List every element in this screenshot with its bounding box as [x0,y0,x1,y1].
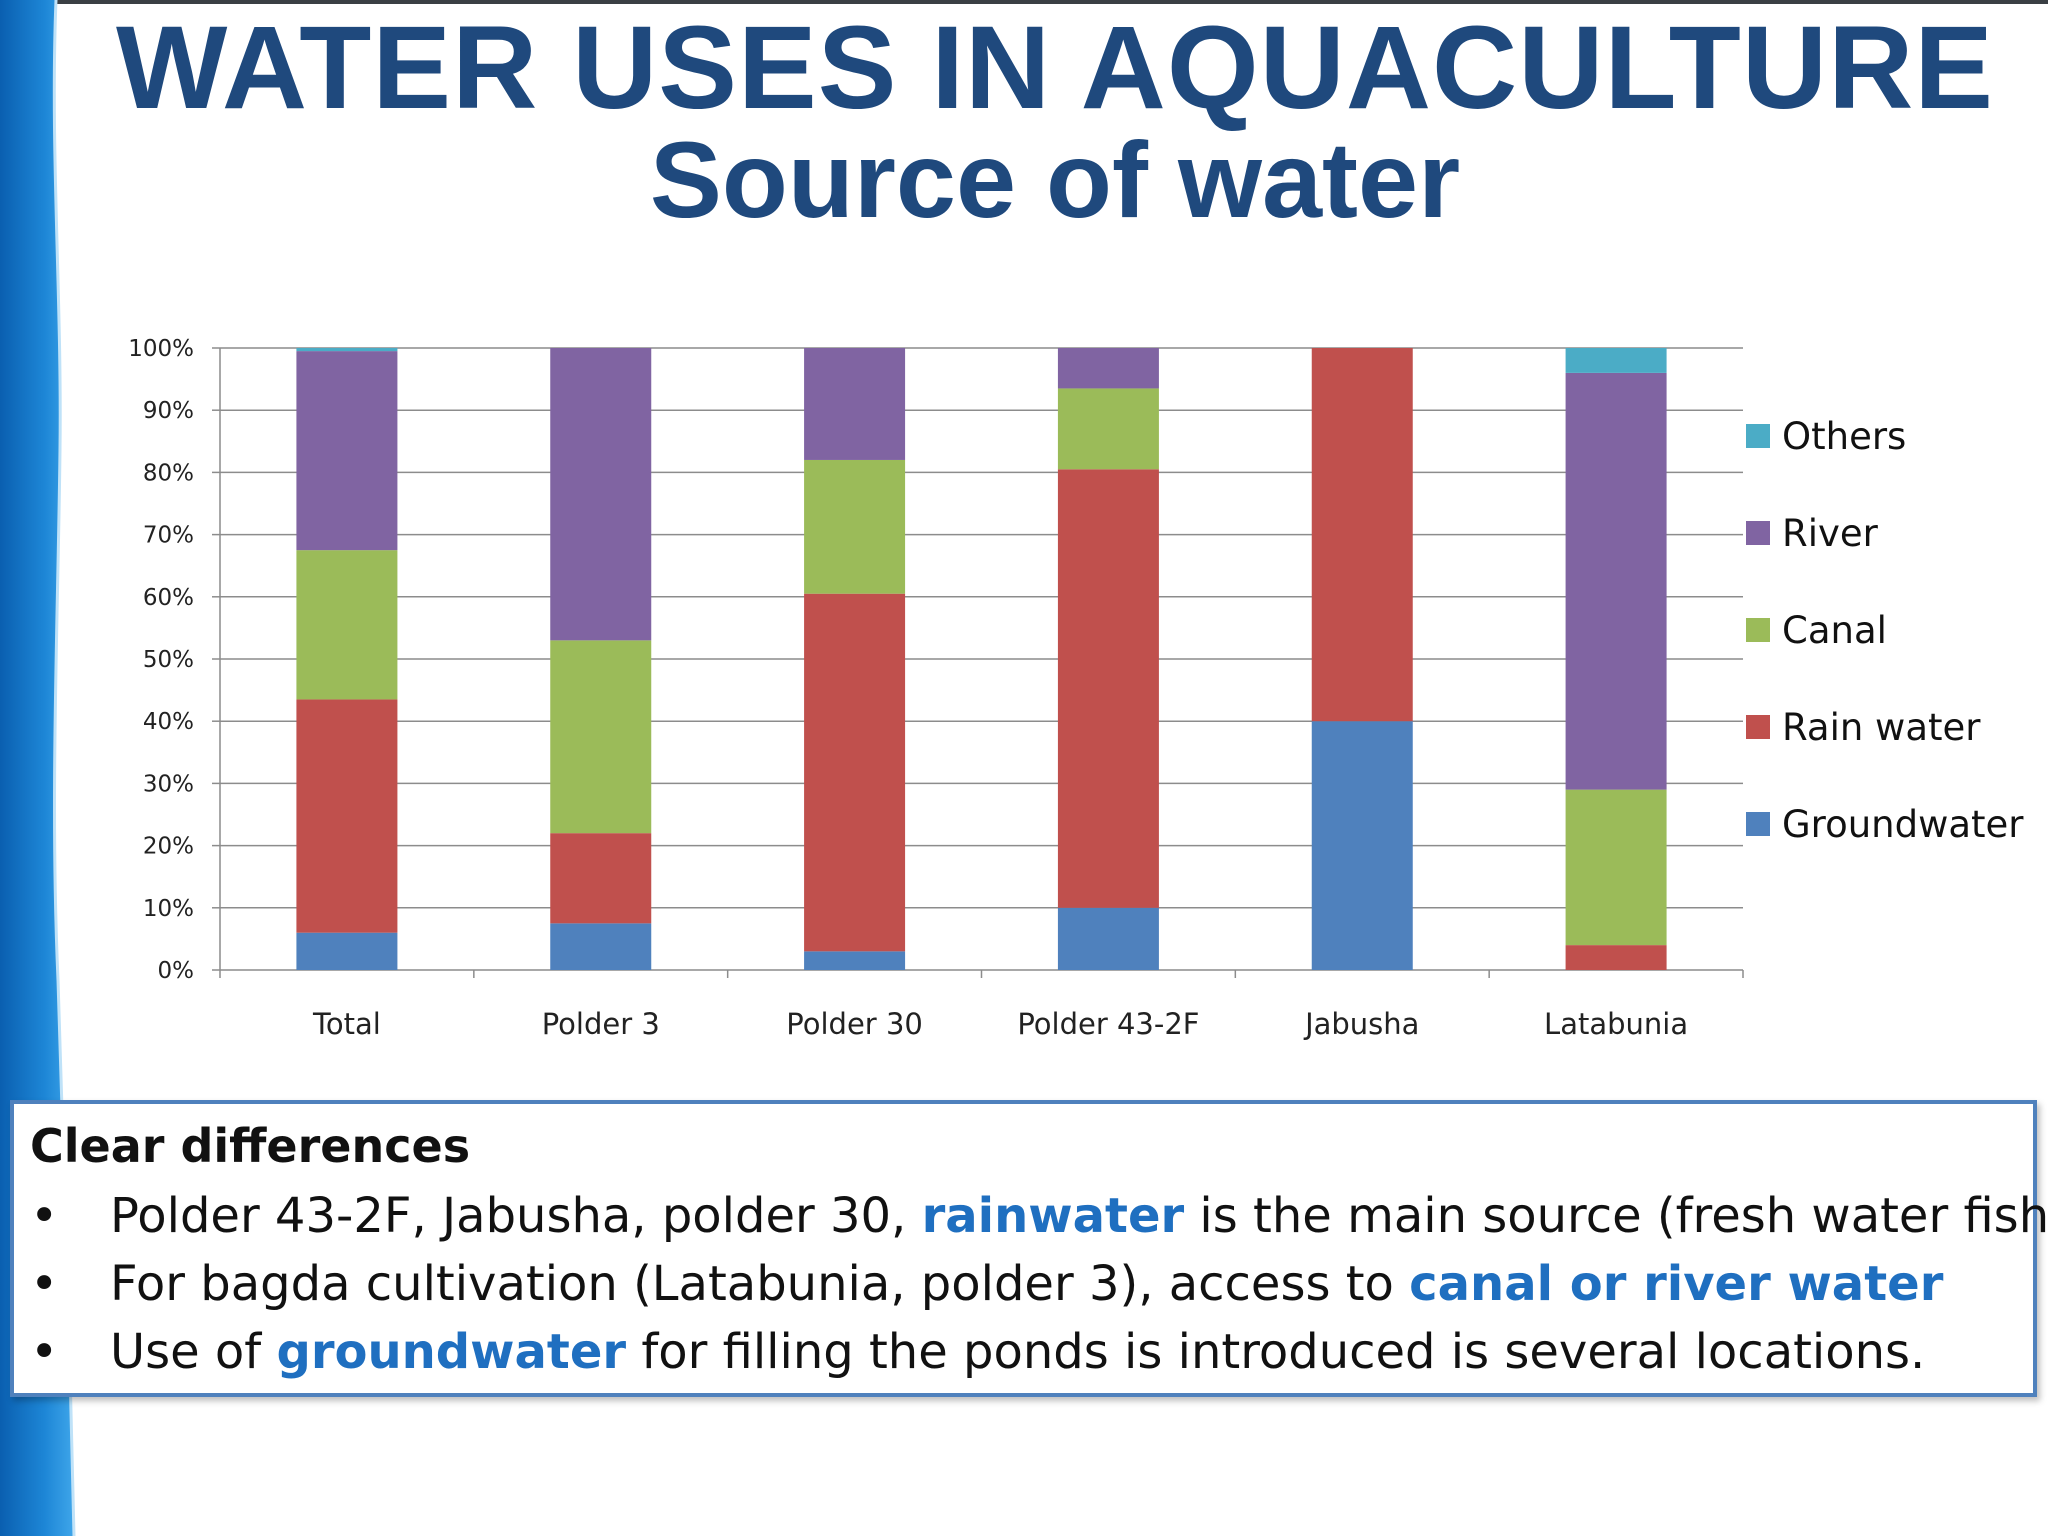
bullet-text-end: is the main source (fresh water fishes) [1184,1188,2048,1244]
bullet-text: For bagda cultivation (Latabunia, polder… [110,1256,1410,1312]
bar-segment-canal [804,459,906,594]
bar-segment-canal [1057,388,1159,470]
legend-swatch [1746,424,1770,448]
bullet-highlight: rainwater [921,1188,1185,1244]
bar-segment-groundwater [804,951,906,970]
bar-segment-groundwater [550,923,652,970]
bullet-highlight: groundwater [276,1324,627,1380]
bar-segment-river [296,351,398,551]
legend-label: Canal [1782,609,1887,652]
bar-segment-canal [1565,789,1667,946]
bar-segment-others [296,348,398,352]
notes-heading: Clear differences [30,1119,471,1173]
bar-segment-canal [296,550,398,700]
bar-segment-groundwater [1311,721,1413,970]
notes-bullet-1: • Polder 43-2F, Jabusha, polder 30, rainw… [30,1186,2048,1246]
bar-segment-rain-water [1311,348,1413,722]
bullet-symbol: • [30,1324,59,1380]
bar-segment-rain-water [1565,945,1667,970]
y-tick-label: 80% [143,460,194,486]
y-tick-label: 0% [158,958,195,984]
legend-label: River [1782,512,1879,555]
y-tick-label: 50% [143,647,194,673]
bar-segment-others [1565,348,1667,373]
x-category-label: Latabunia [1544,1007,1688,1041]
slide-subtitle: Source of water [649,119,1461,240]
legend-swatch [1746,618,1770,642]
bar-segment-groundwater [1057,907,1159,970]
y-tick-label: 10% [143,896,194,922]
bar-segment-river [1565,372,1667,790]
bar-segment-rain-water [804,593,906,952]
x-category-label: Jabusha [1303,1007,1419,1041]
slide-header: WATER USES IN AQUACULTURE Source of wate… [60,2,2048,240]
bar-segment-canal [550,640,652,834]
legend-swatch [1746,715,1770,739]
x-category-label: Polder 30 [786,1007,923,1041]
bullet-symbol: • [30,1188,59,1244]
notes-bullet-3: • Use of groundwater for filling the pond… [30,1322,1925,1382]
legend-label: Groundwater [1782,803,2024,846]
notes-box: Clear differences • Polder 43-2F, Jabusha… [10,1100,2048,1397]
legend-swatch [1746,521,1770,545]
y-tick-label: 60% [143,585,194,611]
bar-segment-rain-water [550,833,652,924]
bar-segment-river [550,348,652,641]
x-category-label: Total [312,1007,381,1041]
legend-label: Rain water [1782,706,1981,749]
y-tick-label: 100% [128,336,194,362]
bar-segment-river [1057,348,1159,389]
bar-segment-rain-water [296,699,398,933]
y-tick-label: 40% [143,709,194,735]
slide-title: WATER USES IN AQUACULTURE [115,2,1995,134]
y-tick-label: 30% [143,771,194,797]
y-tick-label: 90% [143,398,194,424]
legend-label: Others [1782,415,1906,458]
bullet-text: Polder 43-2F, Jabusha, polder 30, [110,1188,922,1244]
y-tick-label: 20% [143,834,194,860]
bar-segment-groundwater [296,932,398,970]
stacked-bar-chart: 0% 10% 20% 30% 40% 50% 60% 70% 80% 90% 100% Total Po… [128,336,2024,1041]
legend-swatch [1746,812,1770,836]
bar-segment-rain-water [1057,469,1159,908]
x-category-label: Polder 3 [542,1007,660,1041]
notes-bullet-2: • For bagda cultivation (Latabunia, polde… [30,1254,1943,1314]
top-rule [0,0,2048,4]
bar-segment-river [804,348,906,460]
bullet-highlight: canal or river water [1409,1256,1944,1312]
bullet-symbol: • [30,1256,59,1312]
y-tick-label: 70% [143,523,194,549]
x-category-label: Polder 43-2F [1017,1007,1199,1041]
bullet-text-end: for filling the ponds is introduced is s… [626,1324,1926,1380]
bullet-text: Use of [110,1324,277,1380]
